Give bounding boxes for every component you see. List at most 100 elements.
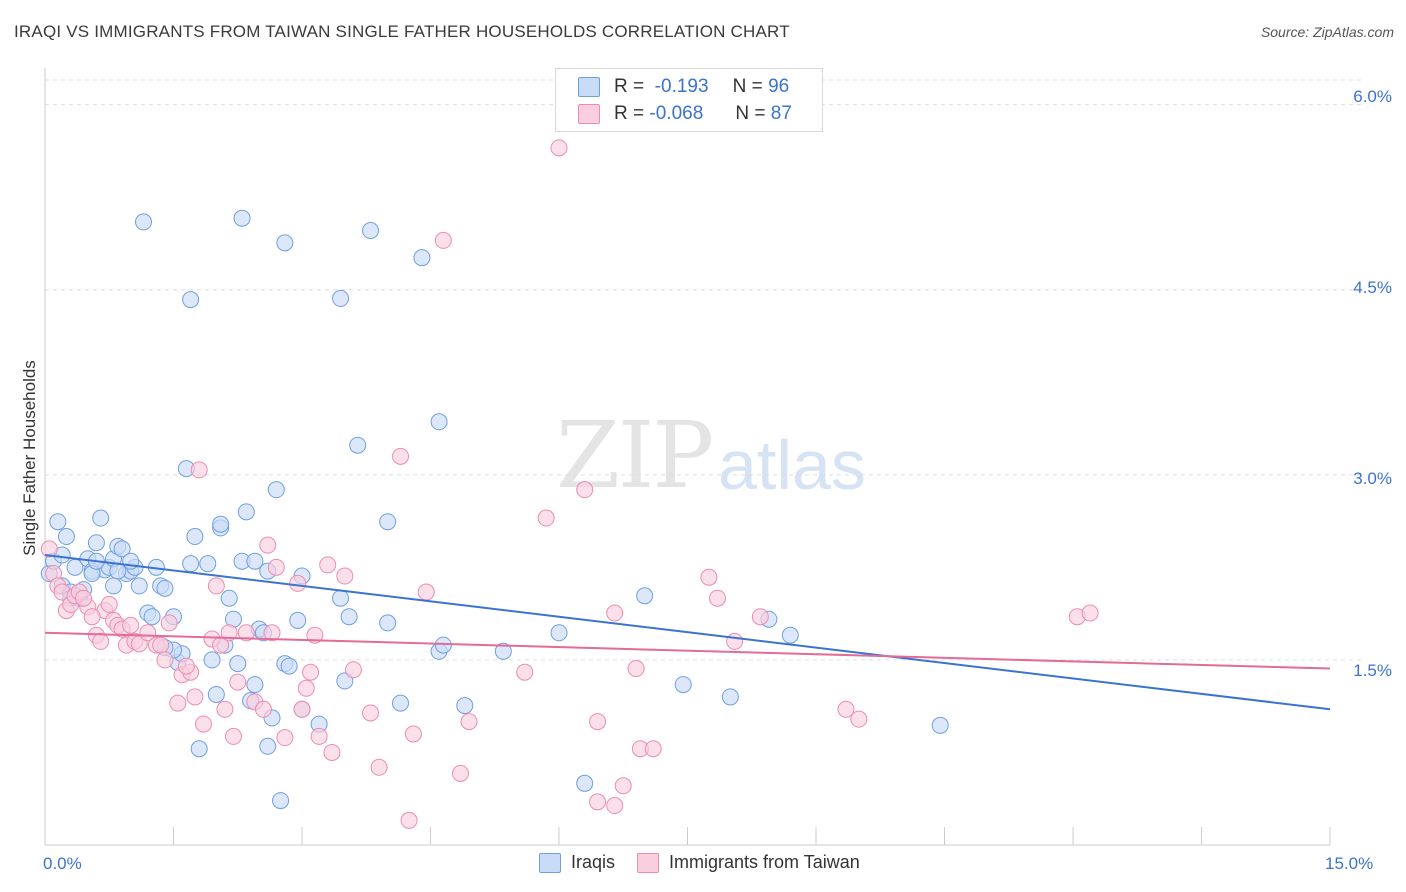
point-taiwan-84 xyxy=(263,624,281,642)
point-iraqi-17 xyxy=(113,540,131,558)
point-iraqi-48 xyxy=(280,657,298,675)
point-iraqi-58 xyxy=(413,249,431,267)
point-taiwan-12 xyxy=(100,595,118,613)
point-taiwan-86 xyxy=(83,608,101,626)
point-taiwan-68 xyxy=(606,604,624,622)
point-iraqi-90 xyxy=(272,792,290,810)
point-iraqi-46 xyxy=(267,481,285,499)
point-iraqi-94 xyxy=(203,651,221,669)
point-taiwan-72 xyxy=(644,740,662,758)
point-taiwan-46 xyxy=(297,679,315,697)
legend-swatch-blue xyxy=(539,852,561,873)
point-iraqi-76 xyxy=(430,413,448,431)
point-taiwan-62 xyxy=(537,509,555,527)
legend-n-value: 87 xyxy=(770,103,792,124)
y-tick-label-3: 3.0% xyxy=(1353,469,1392,488)
point-taiwan-44 xyxy=(289,574,307,592)
point-iraqi-57 xyxy=(392,694,410,712)
point-taiwan-35 xyxy=(220,624,238,642)
legend-row-taiwan: R = -0.068 N = 87 xyxy=(556,102,792,126)
point-iraqi-32 xyxy=(199,555,217,573)
point-taiwan-23 xyxy=(156,651,174,669)
point-iraqi-36 xyxy=(220,589,238,607)
point-iraqi-61 xyxy=(456,697,474,715)
point-iraqi-55 xyxy=(362,222,380,240)
legend-row-iraqis: R = -0.193 N = 96 xyxy=(556,75,789,99)
point-taiwan-48 xyxy=(310,727,328,745)
point-taiwan-49 xyxy=(319,556,337,574)
point-taiwan-42 xyxy=(267,558,285,576)
point-taiwan-76 xyxy=(751,608,769,626)
point-taiwan-59 xyxy=(451,764,469,782)
point-taiwan-61 xyxy=(516,663,534,681)
point-taiwan-22 xyxy=(152,636,170,654)
point-iraqi-30 xyxy=(186,528,204,546)
point-iraqi-95 xyxy=(246,676,264,694)
point-iraqi-12 xyxy=(92,509,110,527)
point-iraqi-33 xyxy=(207,685,225,703)
y-axis-label: Single Father Households xyxy=(20,360,39,556)
point-taiwan-30 xyxy=(194,715,212,733)
point-taiwan-82 xyxy=(75,589,93,607)
point-taiwan-37 xyxy=(229,673,247,691)
point-taiwan-66 xyxy=(589,793,607,811)
point-taiwan-10 xyxy=(92,632,110,650)
legend-swatch-pink xyxy=(578,104,600,124)
point-taiwan-57 xyxy=(417,583,435,601)
point-iraqi-69 xyxy=(781,626,799,644)
y-tick-label-1-5: 1.5% xyxy=(1353,661,1392,680)
point-iraqi-66 xyxy=(674,676,692,694)
point-taiwan-38 xyxy=(237,624,255,642)
stats-legend: R = -0.193 N = 96 R = -0.068 N = 87 xyxy=(555,68,823,132)
legend-label-taiwan: Immigrants from Taiwan xyxy=(669,852,860,872)
point-iraqi-74 xyxy=(276,234,294,252)
point-iraqi-92 xyxy=(379,614,397,632)
legend-r-label: R = xyxy=(614,76,645,97)
point-taiwan-80 xyxy=(1081,604,1099,622)
legend-label-iraqis: Iraqis xyxy=(571,852,616,872)
point-taiwan-43 xyxy=(276,729,294,747)
point-iraqi-54 xyxy=(349,436,367,454)
point-iraqi-21 xyxy=(130,577,148,595)
point-iraqi-75 xyxy=(332,289,350,307)
legend-item-iraqis[interactable]: Iraqis xyxy=(539,852,615,873)
point-taiwan-47 xyxy=(302,663,320,681)
point-iraqi-71 xyxy=(135,213,153,231)
point-taiwan-78 xyxy=(850,710,868,728)
point-taiwan-20 xyxy=(139,624,157,642)
point-iraqi-40 xyxy=(237,503,255,521)
point-iraqi-42 xyxy=(246,552,264,570)
point-taiwan-0 xyxy=(40,540,58,558)
point-taiwan-32 xyxy=(207,577,225,595)
point-iraqi-25 xyxy=(156,579,174,597)
point-taiwan-28 xyxy=(186,688,204,706)
chart-title: IRAQI VS IMMIGRANTS FROM TAIWAN SINGLE F… xyxy=(14,22,790,41)
point-taiwan-64 xyxy=(576,481,594,499)
point-taiwan-36 xyxy=(224,727,242,745)
point-iraqi-62 xyxy=(494,642,512,660)
point-taiwan-24 xyxy=(160,614,178,632)
point-taiwan-45 xyxy=(293,700,311,718)
point-taiwan-74 xyxy=(708,589,726,607)
point-taiwan-67 xyxy=(606,797,624,815)
point-iraqi-56 xyxy=(379,513,397,531)
point-taiwan-34 xyxy=(216,700,234,718)
legend-r-value: -0.193 xyxy=(654,76,709,97)
point-taiwan-40 xyxy=(254,700,272,718)
legend-swatch-pink xyxy=(637,852,660,873)
point-iraqi-4 xyxy=(57,528,75,546)
point-taiwan-52 xyxy=(344,661,362,679)
point-taiwan-77 xyxy=(837,700,855,718)
watermark-atlas: atlas xyxy=(718,426,866,504)
point-taiwan-81 xyxy=(400,811,418,829)
point-taiwan-53 xyxy=(362,704,380,722)
point-iraqi-78 xyxy=(212,515,230,533)
point-taiwan-73 xyxy=(700,568,718,586)
point-iraqi-73 xyxy=(233,209,251,227)
point-taiwan-69 xyxy=(614,777,632,795)
point-taiwan-25 xyxy=(169,694,187,712)
legend-item-taiwan[interactable]: Immigrants from Taiwan xyxy=(637,852,860,873)
legend-n-label: N = xyxy=(735,103,766,124)
y-tick-label-4-5: 4.5% xyxy=(1353,278,1392,297)
series-legend: Iraqis Immigrants from Taiwan xyxy=(539,852,882,873)
